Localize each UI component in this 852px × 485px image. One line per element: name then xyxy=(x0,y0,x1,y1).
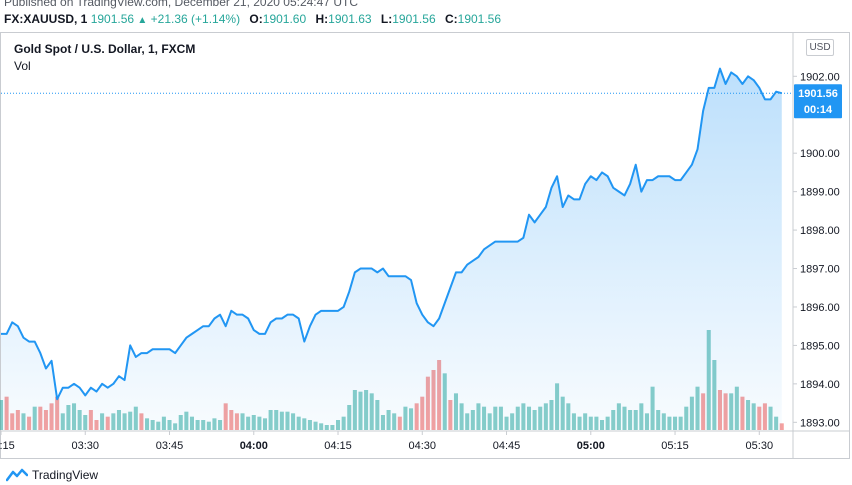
published-note: Published on TradingView.com, December 2… xyxy=(4,0,358,9)
time-tick-label: 03:45 xyxy=(156,440,184,452)
ticker-last: 1901.56 xyxy=(90,12,135,26)
time-tick-label: 05:30 xyxy=(746,440,774,452)
low-value: 1901.56 xyxy=(392,12,436,26)
price-line-series xyxy=(1,67,783,401)
chart-legend-title: Gold Spot / U.S. Dollar, 1, FXCM xyxy=(14,42,196,56)
chart-frame xyxy=(0,32,850,459)
price-badge-value: 1901.56 xyxy=(798,88,838,100)
price-tick-label: 1899.00 xyxy=(800,187,840,199)
high-value: 1901.63 xyxy=(328,12,372,26)
price-tick-label: 1896.00 xyxy=(800,302,840,314)
open-label: O: xyxy=(249,12,263,26)
low-label: L: xyxy=(380,12,393,26)
time-tick-label: 03:30 xyxy=(71,440,99,452)
time-tick-label: 04:15 xyxy=(324,440,352,452)
price-badge-box xyxy=(794,84,842,119)
time-tick-label: 04:00 xyxy=(240,440,268,452)
time-tick-label: 04:45 xyxy=(493,440,521,452)
price-axis[interactable]: 1893.00 1894.00 1895.00 1896.00 1897.00 1898.… xyxy=(792,33,840,458)
time-tick-label: 03:15 xyxy=(0,440,15,452)
ticker-change: +21.36 (+1.14%) xyxy=(150,12,241,26)
price-badge-countdown: 00:14 xyxy=(804,104,833,116)
footer-brand-label: TradingView xyxy=(32,468,99,482)
price-tick-label: 1897.00 xyxy=(800,264,840,276)
time-tick-label: 04:30 xyxy=(409,440,437,452)
change-arrow-icon: ▲ xyxy=(137,15,148,26)
tradingview-logo-icon xyxy=(6,468,28,482)
price-tick-label: 1900.00 xyxy=(800,148,840,160)
price-tick-label: 1902.00 xyxy=(800,71,840,83)
time-tick-label: 05:00 xyxy=(577,440,605,452)
price-tick-label: 1895.00 xyxy=(800,340,840,352)
price-area-fill xyxy=(1,68,782,430)
volume-legend-label: Vol xyxy=(14,59,31,73)
currency-button[interactable]: USD xyxy=(806,39,834,56)
time-axis[interactable]: 03:15 03:30 03:45 04:00 04:15 04:30 04:45 05:00… xyxy=(0,430,849,452)
time-tick-label: 05:15 xyxy=(661,440,689,452)
open-value: 1901.60 xyxy=(262,12,307,26)
close-value: 1901.56 xyxy=(457,12,502,26)
high-label: H: xyxy=(315,12,329,26)
ticker-symbol: FX:XAUUSD, 1 xyxy=(4,12,88,26)
close-label: C: xyxy=(444,12,458,26)
footer-brand[interactable]: TradingView xyxy=(6,468,98,482)
price-tick-label: 1894.00 xyxy=(800,379,840,391)
ticker-line: FX:XAUUSD, 1 1901.56 ▲ +21.36 (+1.14%) O… xyxy=(4,12,501,26)
price-tick-label: 1893.00 xyxy=(800,417,840,429)
last-price-badge: 1901.56 00:14 xyxy=(794,84,842,119)
price-tick-label: 1898.00 xyxy=(800,225,840,237)
